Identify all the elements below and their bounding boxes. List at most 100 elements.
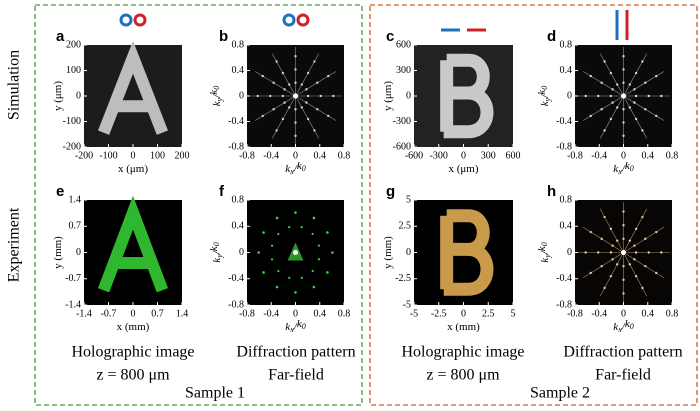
pattern-dot (317, 258, 321, 261)
pattern-dot (615, 106, 619, 109)
y-tick-label: 0.8 (232, 39, 245, 50)
caption: Diffraction pattern (236, 344, 355, 361)
caption: Holographic image (71, 344, 194, 361)
x-tick-label: 100 (150, 150, 165, 161)
pattern-dot (306, 71, 310, 75)
x-tick-label: 0 (293, 308, 298, 319)
axis-label-subscript: 0 (540, 86, 549, 90)
axis-label: y (mm) (52, 236, 64, 269)
y-tick-label: 0 (239, 247, 244, 258)
pattern-dot (257, 251, 260, 254)
axis-label: y (μm) (52, 81, 64, 111)
x-tick-label: -200 (75, 150, 93, 161)
y-tick-label: 200 (66, 39, 81, 50)
pattern-dot (622, 121, 625, 124)
pattern-dot (660, 251, 663, 254)
pattern-dot (317, 244, 321, 247)
axis-label-part: / (621, 321, 626, 333)
axis-label-subscript: y (215, 97, 224, 102)
x-tick-label: 0 (621, 308, 626, 319)
x-tick-label: -1.4 (76, 308, 92, 319)
pattern-center (293, 250, 298, 255)
x-tick-label: -2.5 (431, 308, 447, 319)
pattern-dot (622, 68, 625, 71)
pattern-dot (306, 94, 310, 98)
axis-label-subscript: y (215, 254, 224, 259)
axis-label-part: k (625, 318, 631, 330)
pattern-dot (272, 108, 275, 111)
axis-label-part: k (297, 318, 303, 330)
axis-label-part: k (613, 321, 619, 333)
x-tick-label: -100 (99, 150, 117, 161)
axis-label-part: / (293, 321, 298, 333)
pattern-dot (600, 108, 603, 111)
axis-label: kx/k0 (613, 318, 633, 334)
pattern-dot (628, 263, 632, 266)
caption: z = 800 μm (426, 367, 500, 384)
x-tick-label: -0.4 (591, 308, 607, 319)
pattern-dot (641, 215, 644, 219)
pattern-dot (313, 129, 316, 132)
pattern-dot (283, 101, 286, 104)
pattern-dot (622, 210, 625, 213)
axis-label-part: x (mm) (447, 321, 480, 333)
pattern-dot (584, 94, 587, 98)
row-label: Experiment (6, 207, 23, 282)
pattern-dot (600, 264, 603, 268)
pattern-dot (603, 286, 606, 290)
pattern-dot (633, 244, 636, 247)
axis-label-part: / (211, 94, 223, 99)
axis-label: x (mm) (117, 321, 150, 333)
pattern-dot (655, 114, 658, 118)
pattern-dot (270, 258, 274, 261)
x-tick-label: 600 (506, 150, 521, 161)
y-tick-label: 600 (396, 39, 411, 50)
pattern-dot (589, 74, 592, 78)
y-tick-label: 0.4 (232, 65, 245, 76)
axis-label-subscript: y (543, 97, 552, 102)
panel-label: h (547, 183, 556, 200)
pattern-dot (597, 94, 600, 98)
y-tick-label: -1.4 (65, 299, 81, 310)
y-tick-label: -300 (393, 116, 411, 127)
pattern-dot (262, 231, 265, 234)
pattern-dot (597, 251, 600, 254)
pattern-dot (589, 230, 592, 234)
pattern-dot (294, 134, 297, 137)
axis-label: x (mm) (447, 321, 480, 333)
pattern-dot (660, 94, 663, 98)
axis-label-part: k (297, 160, 303, 172)
panel-label: d (547, 28, 556, 45)
pattern-dot (622, 224, 625, 227)
axis-label-subscript: 0 (212, 242, 221, 246)
x-tick-label: 5 (511, 308, 516, 319)
pattern-dot (287, 83, 291, 86)
y-tick-label: 0 (567, 247, 572, 258)
pattern-dot (644, 237, 647, 241)
pattern-dot (644, 81, 647, 84)
x-tick-label: 0.7 (151, 308, 164, 319)
y-tick-label: -0.8 (556, 141, 572, 152)
pattern-dot (300, 106, 304, 109)
pattern-dot (622, 81, 625, 84)
x-tick-label: 0.4 (642, 308, 655, 319)
axis-label-part: / (293, 163, 298, 175)
axis-label-part: k (285, 321, 291, 333)
x-tick-label: 0.8 (666, 150, 679, 161)
icon (282, 13, 296, 27)
y-tick-label: 0.8 (232, 194, 245, 205)
pattern-dot (644, 108, 647, 111)
y-tick-label: 2.5 (399, 221, 412, 232)
axis-label-part: k (208, 245, 220, 251)
x-tick-label: -0.8 (567, 308, 583, 319)
axis-label-part: k (536, 245, 548, 251)
pattern-dot (622, 108, 625, 111)
axis-label-subscript: 0 (302, 322, 306, 331)
pattern-dot (312, 285, 316, 289)
x-tick-label: -0.8 (239, 150, 255, 161)
x-tick-label: -600 (405, 150, 423, 161)
y-tick-label: 0 (76, 90, 81, 101)
caption: Far-field (595, 367, 651, 384)
pattern-dot (633, 88, 636, 91)
pattern-dot (622, 134, 625, 137)
